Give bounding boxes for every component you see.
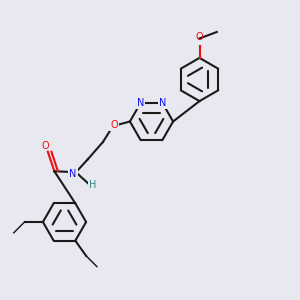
Text: N: N [69,169,76,179]
Text: O: O [42,141,49,151]
Text: O: O [196,32,203,42]
Text: O: O [110,120,118,130]
Text: N: N [137,98,144,108]
Text: H: H [88,180,96,190]
Text: N: N [159,98,166,108]
